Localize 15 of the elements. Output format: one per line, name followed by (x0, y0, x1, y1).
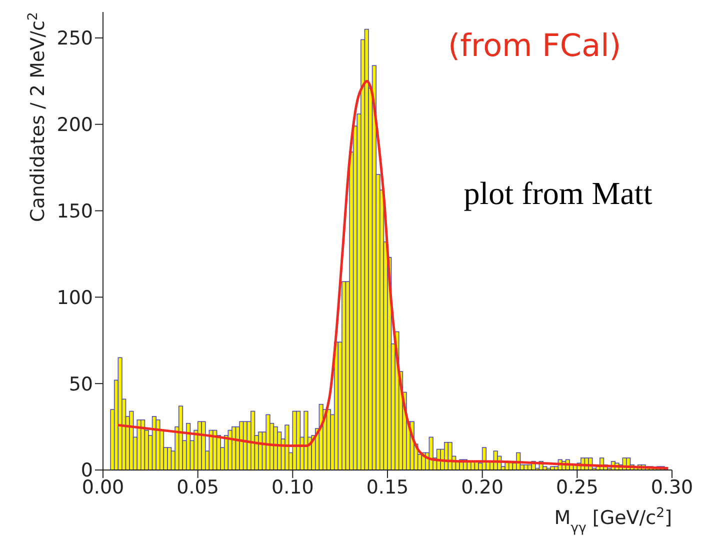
y-tick-label: 200 (56, 114, 93, 136)
x-tick-label: 0.15 (366, 476, 409, 498)
x-tick-label: 0.30 (650, 476, 694, 498)
x-tick-label: 0.05 (176, 476, 219, 498)
y-tick-label: 100 (56, 286, 93, 309)
x-tick-label: 0.25 (556, 476, 598, 498)
y-tick-label: 50 (68, 373, 93, 396)
y-tick-label: 150 (56, 200, 93, 222)
x-tick-label: 0.10 (272, 476, 314, 498)
annotation: (from FCal) (448, 28, 622, 64)
x-tick-label: 0.20 (461, 476, 504, 498)
y-tick-label: 250 (56, 28, 93, 50)
line-series (116, 80, 670, 470)
annotation: plot from Matt (463, 174, 653, 212)
x-axis-title: M$_{γγ}$ [GeV/c$^{2}$] (554, 506, 672, 536)
